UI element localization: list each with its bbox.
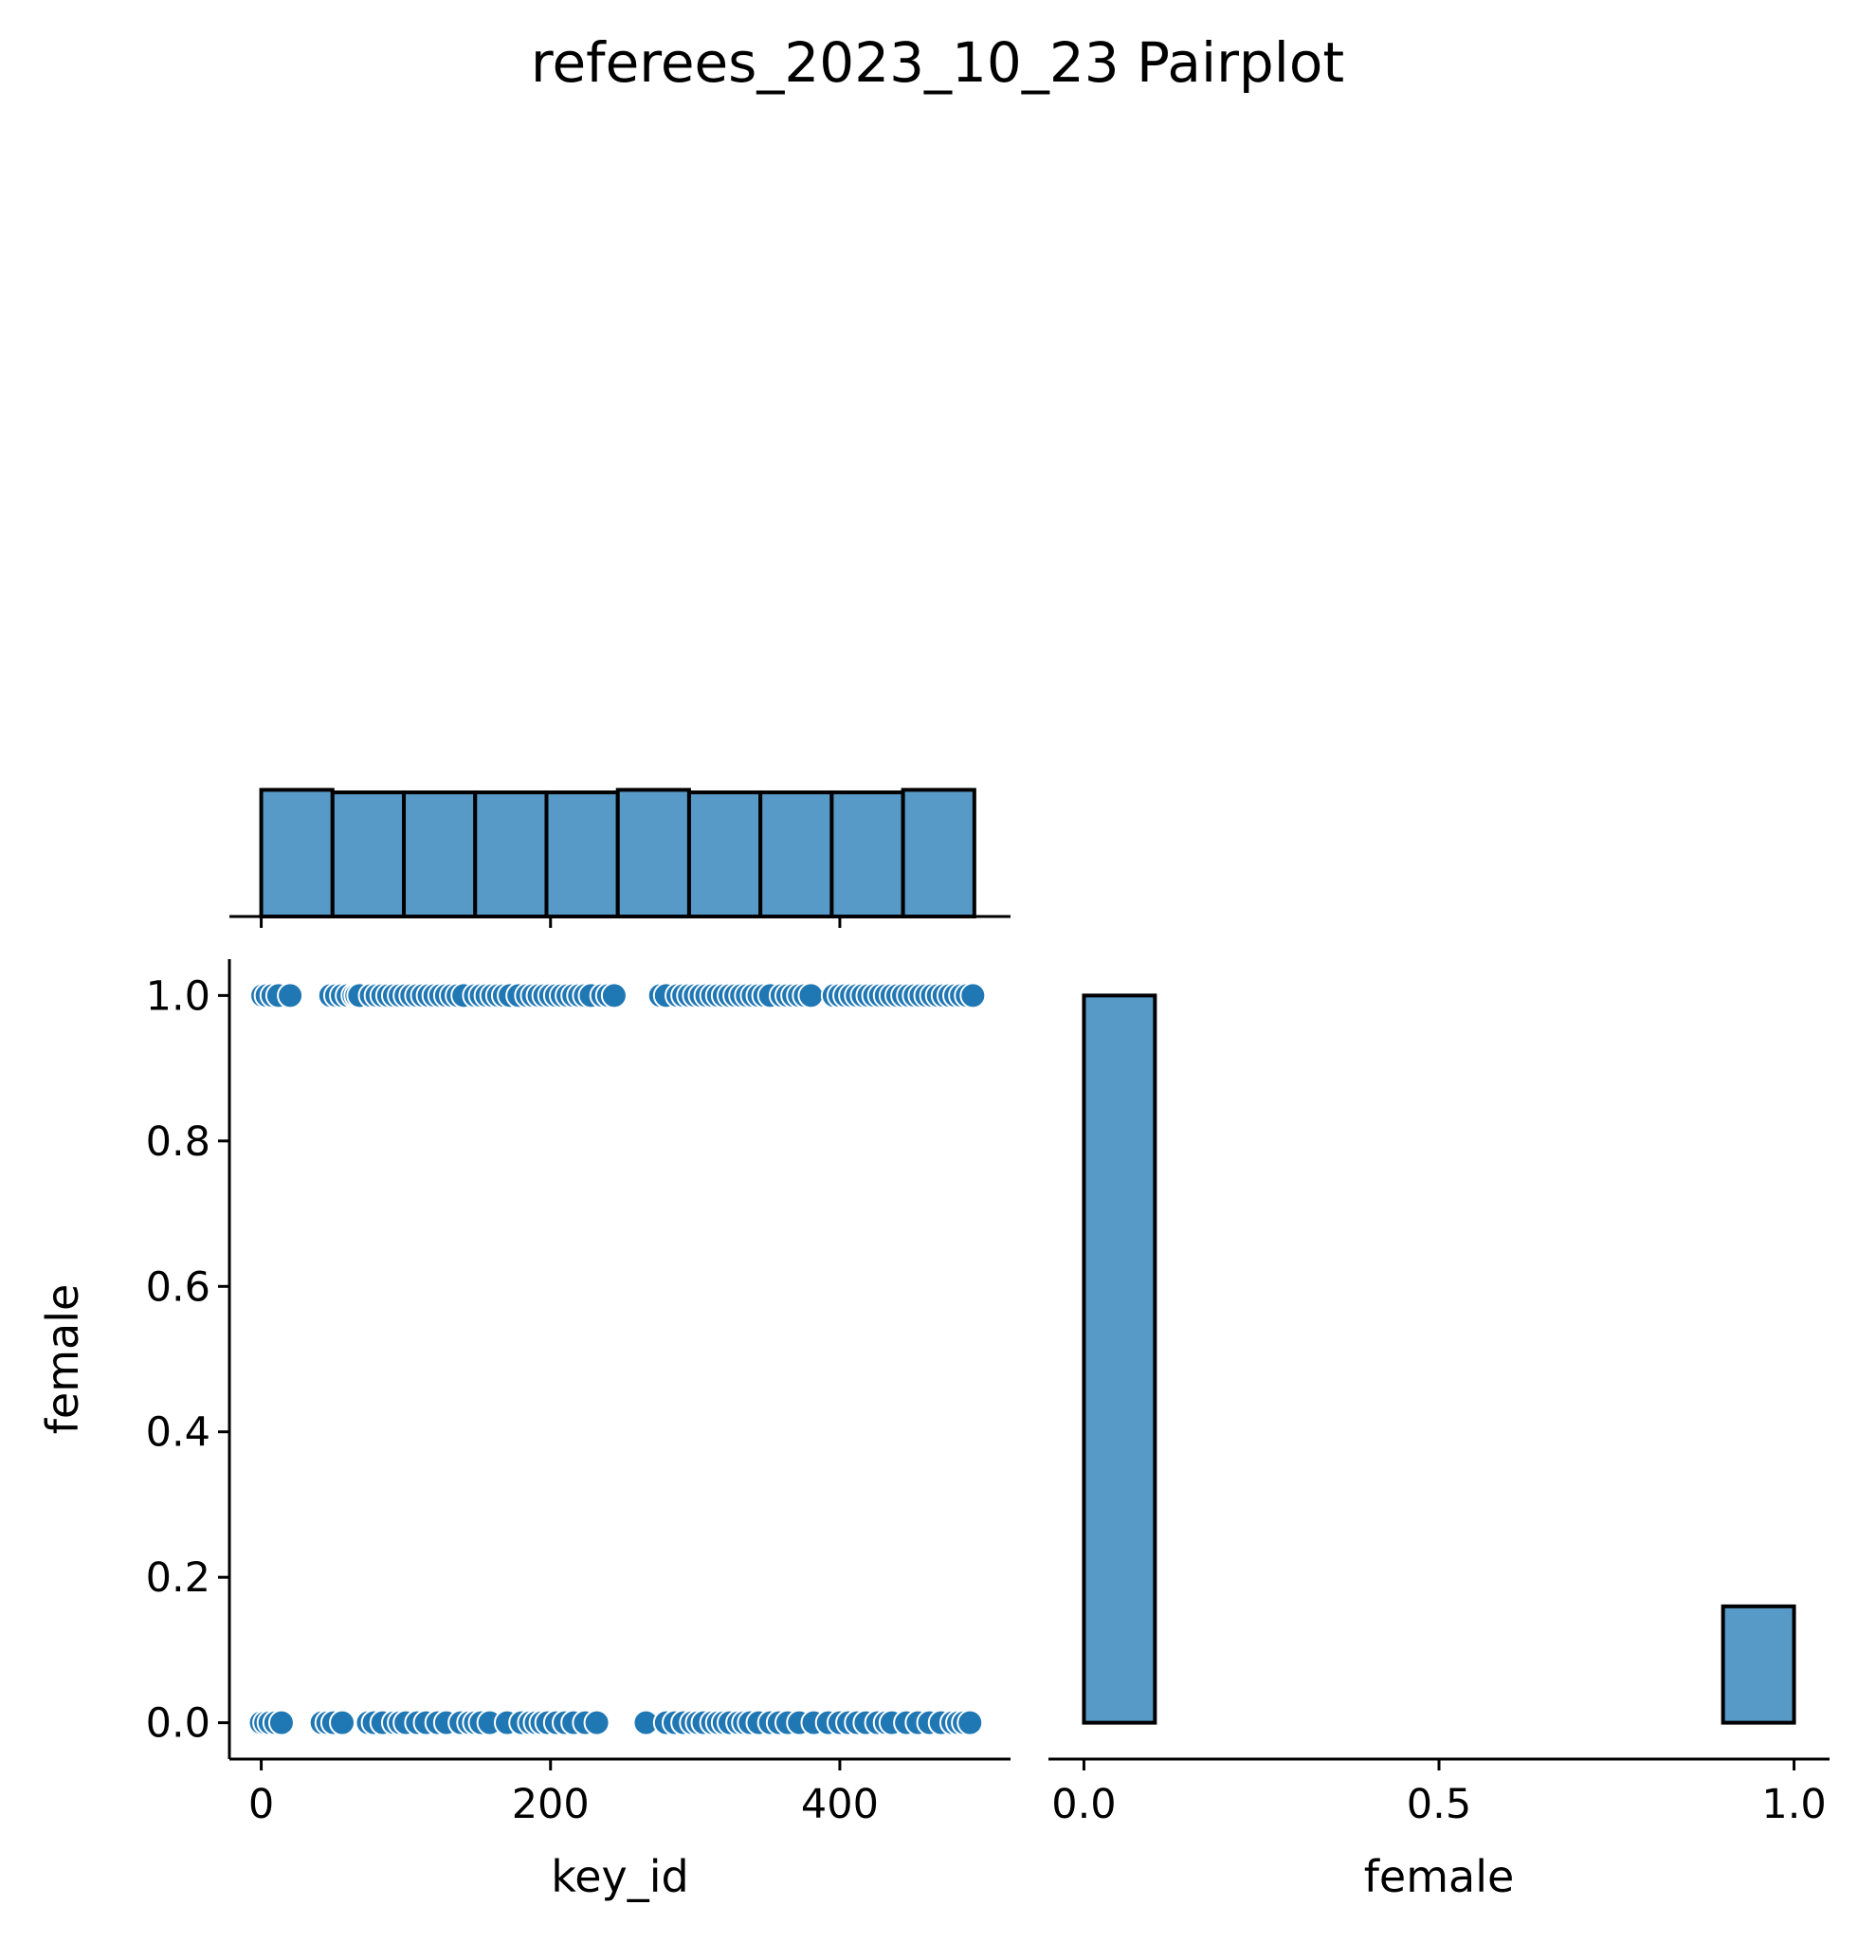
- scatter-x-tick-label: 200: [512, 1781, 590, 1828]
- female-histogram-bar: [1721, 1604, 1796, 1725]
- female-histogram-x-axis-label: female: [1364, 1851, 1515, 1902]
- scatter-y-tick-label: 0.8: [146, 1118, 210, 1166]
- scatter-y-tick-label: 0.4: [146, 1409, 210, 1457]
- scatter-x-axis-label: key_id: [551, 1851, 689, 1902]
- key-id-histogram-bar: [259, 788, 335, 919]
- female-histogram-x-tick-label: 0.0: [1051, 1781, 1116, 1828]
- scatter-point: [959, 982, 987, 1009]
- key-id-histogram-bar: [402, 790, 478, 919]
- scatter-point: [329, 1709, 356, 1736]
- scatter-y-tick-label: 0.6: [146, 1263, 210, 1311]
- scatter-y-axis-label: female: [37, 1284, 88, 1435]
- key-id-histogram-bar: [901, 788, 976, 919]
- figure-title: referees_2023_10_23 Pairplot: [531, 30, 1344, 95]
- female-histogram-x-tick-label: 0.5: [1407, 1781, 1471, 1828]
- scatter-point: [277, 982, 304, 1009]
- scatter-point: [267, 1709, 295, 1736]
- scatter-x-tick-label: 0: [248, 1781, 274, 1828]
- scatter-point: [797, 982, 825, 1009]
- key-id-vs-female-scatter-panel: 0 200 400 0.0 0.2 0.4 0.6 0.8 1.0 key_id female: [37, 959, 1011, 1902]
- scatter-y-tick-label: 0.2: [146, 1554, 210, 1602]
- female-histogram-panel: 0.0 0.5 1.0 female: [1048, 993, 1830, 1902]
- scatter-point: [956, 1709, 984, 1736]
- key-id-histogram-panel: [229, 788, 1011, 928]
- key-id-histogram-bar: [615, 788, 691, 919]
- key-id-histogram-bar: [330, 790, 407, 919]
- key-id-histogram-bar: [544, 790, 620, 919]
- key-id-histogram-bar: [829, 790, 905, 919]
- key-id-histogram-bar: [686, 790, 763, 919]
- key-id-histogram-bar: [473, 790, 549, 919]
- scatter-x-tick-label: 400: [801, 1781, 879, 1828]
- key-id-histogram-bar: [758, 790, 834, 919]
- scatter-point: [600, 982, 628, 1009]
- female-histogram-x-tick-label: 1.0: [1761, 1781, 1826, 1828]
- female-histogram-bar: [1082, 993, 1157, 1725]
- scatter-y-tick-label: 1.0: [146, 972, 210, 1020]
- scatter-point: [583, 1709, 610, 1736]
- scatter-y-tick-label: 0.0: [146, 1700, 210, 1748]
